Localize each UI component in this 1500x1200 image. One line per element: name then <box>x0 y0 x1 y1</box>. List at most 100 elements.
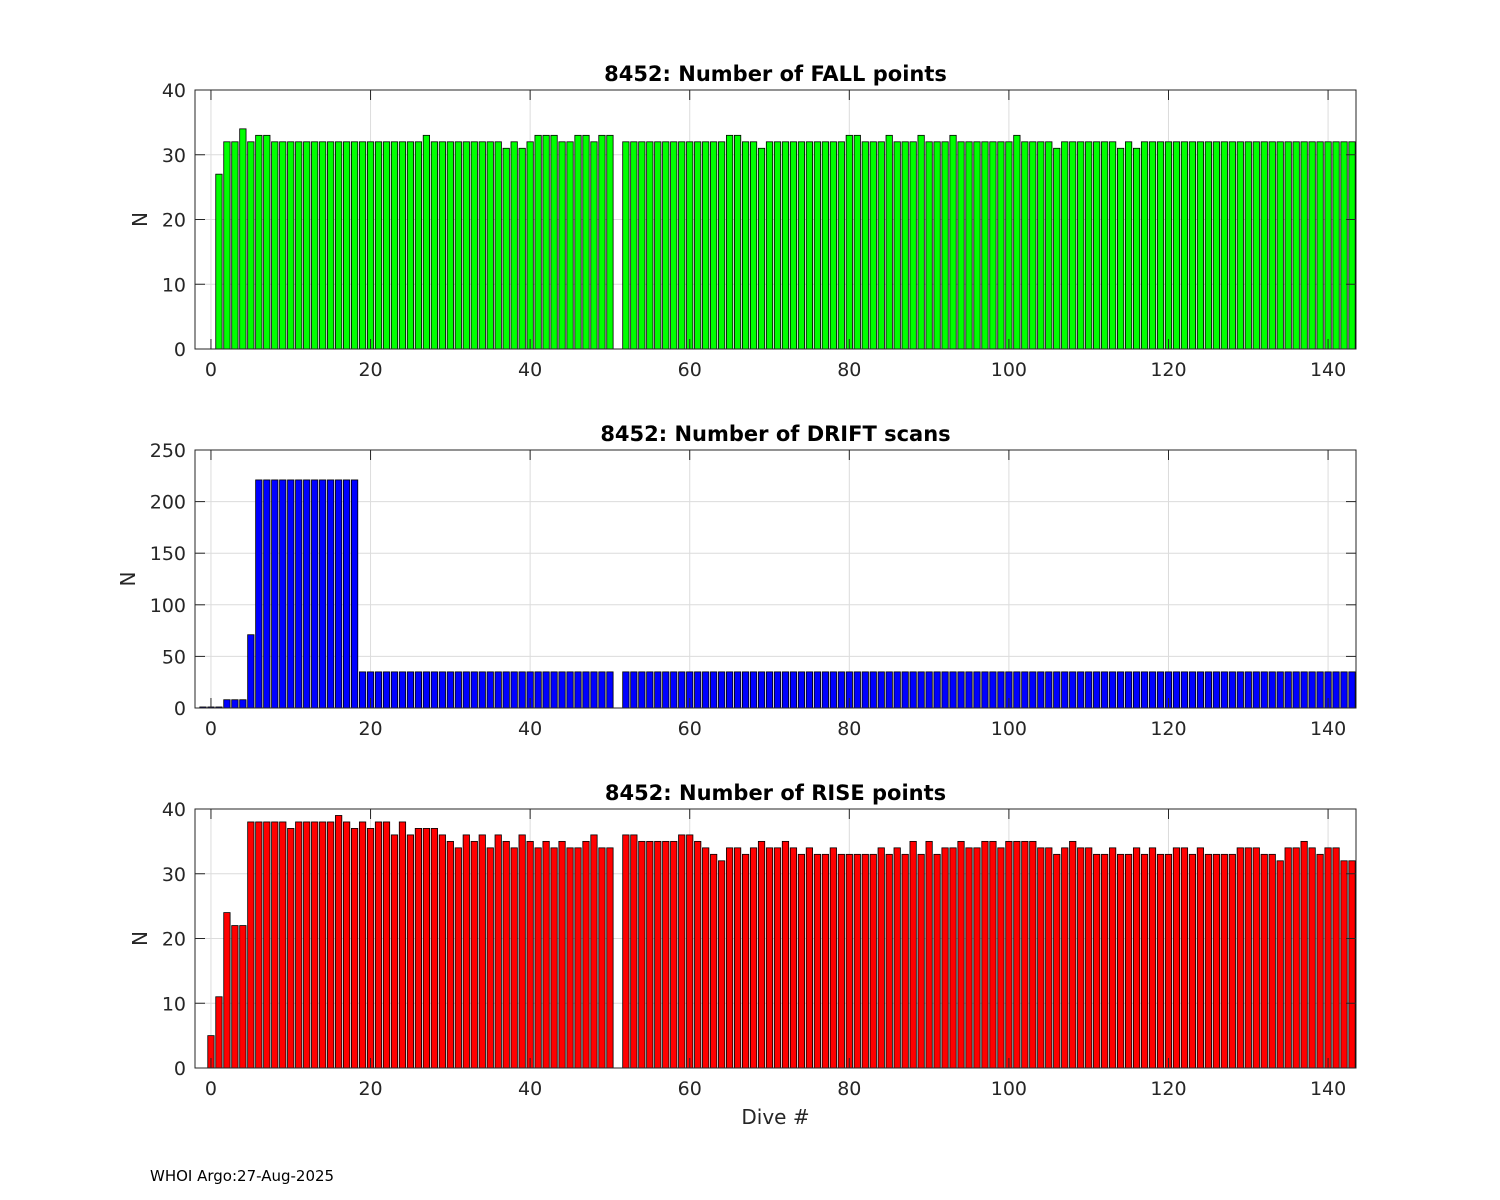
x-tick-label: 100 <box>991 718 1027 740</box>
bar <box>781 840 790 1069</box>
bar <box>861 671 869 709</box>
footer-stamp: WHOI Argo:27-Aug-2025 <box>150 1167 335 1185</box>
bar <box>1260 671 1268 709</box>
bar <box>1340 860 1348 1069</box>
bar <box>319 141 327 350</box>
bar <box>542 671 550 709</box>
chart-title: 8452: Number of DRIFT scans <box>600 422 950 446</box>
bar <box>973 847 981 1069</box>
bar <box>406 141 415 350</box>
bar <box>845 134 853 350</box>
bar <box>1228 671 1236 709</box>
bar <box>1069 671 1077 709</box>
bar <box>1316 141 1324 350</box>
bar <box>454 671 462 709</box>
bar <box>1101 671 1109 709</box>
bar <box>1284 671 1292 709</box>
bar <box>494 834 502 1069</box>
bar <box>1132 847 1141 1069</box>
bar <box>941 141 949 350</box>
bar <box>1029 671 1037 709</box>
bar <box>1196 141 1204 350</box>
bar <box>917 134 925 350</box>
bar <box>765 671 774 709</box>
bar <box>1332 847 1340 1069</box>
bar <box>1252 847 1260 1069</box>
y-tick-label: 30 <box>162 145 186 167</box>
x-axis-label: Dive # <box>741 1105 809 1129</box>
x-tick-label: 140 <box>1310 359 1346 381</box>
bar <box>1125 671 1133 709</box>
bar <box>502 840 510 1069</box>
bar <box>558 840 566 1069</box>
bar <box>1164 141 1173 350</box>
bar <box>813 671 821 709</box>
plot-area <box>195 450 1356 708</box>
bar <box>335 479 343 709</box>
bar <box>1053 147 1061 350</box>
bar <box>534 671 542 709</box>
bar <box>239 699 247 709</box>
bar <box>646 840 654 1069</box>
bar <box>1061 847 1069 1069</box>
bar <box>853 134 861 350</box>
bar <box>893 141 901 350</box>
bar <box>1172 847 1181 1069</box>
bar <box>319 821 327 1069</box>
y-tick-label: 20 <box>162 210 186 232</box>
bar <box>734 671 742 709</box>
bar <box>382 671 391 709</box>
bar <box>518 834 526 1069</box>
bar <box>1037 671 1045 709</box>
bar <box>734 134 742 350</box>
bar <box>789 847 798 1069</box>
bar <box>223 699 231 709</box>
bar <box>829 847 837 1069</box>
bar <box>1061 671 1069 709</box>
bar <box>670 840 678 1069</box>
y-axis-label: N <box>116 572 140 587</box>
bar <box>630 141 638 350</box>
bar <box>933 853 941 1069</box>
bar <box>1188 671 1197 709</box>
bar <box>805 847 813 1069</box>
chart-fall: 0 20 40 60 80 100 120 140 0 10 20 30 40 8452: Number … <box>128 62 1357 381</box>
bar <box>726 671 734 709</box>
bar <box>1196 847 1204 1069</box>
bar <box>1236 671 1244 709</box>
bar <box>446 141 454 350</box>
bar <box>861 853 869 1069</box>
bar <box>789 671 798 709</box>
bar <box>837 853 845 1069</box>
bar <box>941 671 949 709</box>
bar <box>1109 671 1117 709</box>
bar <box>1101 141 1109 350</box>
bar <box>662 840 670 1069</box>
bar <box>255 821 263 1069</box>
bar <box>350 828 359 1069</box>
bar <box>877 141 885 350</box>
bar <box>406 671 415 709</box>
bar <box>734 847 742 1069</box>
bar <box>885 134 893 350</box>
bar <box>398 671 407 709</box>
bar <box>494 141 502 350</box>
bar <box>1037 141 1045 350</box>
bar <box>1204 853 1212 1069</box>
bar <box>1276 860 1284 1069</box>
x-tick-label: 0 <box>205 359 217 381</box>
bar <box>215 996 223 1069</box>
bar <box>1348 671 1356 709</box>
bar <box>231 699 239 709</box>
bar <box>223 141 231 350</box>
bar <box>1053 853 1061 1069</box>
y-tick-label: 150 <box>150 543 186 565</box>
bar <box>598 847 606 1069</box>
bar <box>231 925 239 1069</box>
bar <box>718 671 726 709</box>
bar <box>949 671 957 709</box>
y-axis-label: N <box>128 931 152 946</box>
bar <box>1236 847 1244 1069</box>
bar <box>1093 853 1101 1069</box>
bar <box>989 840 997 1069</box>
